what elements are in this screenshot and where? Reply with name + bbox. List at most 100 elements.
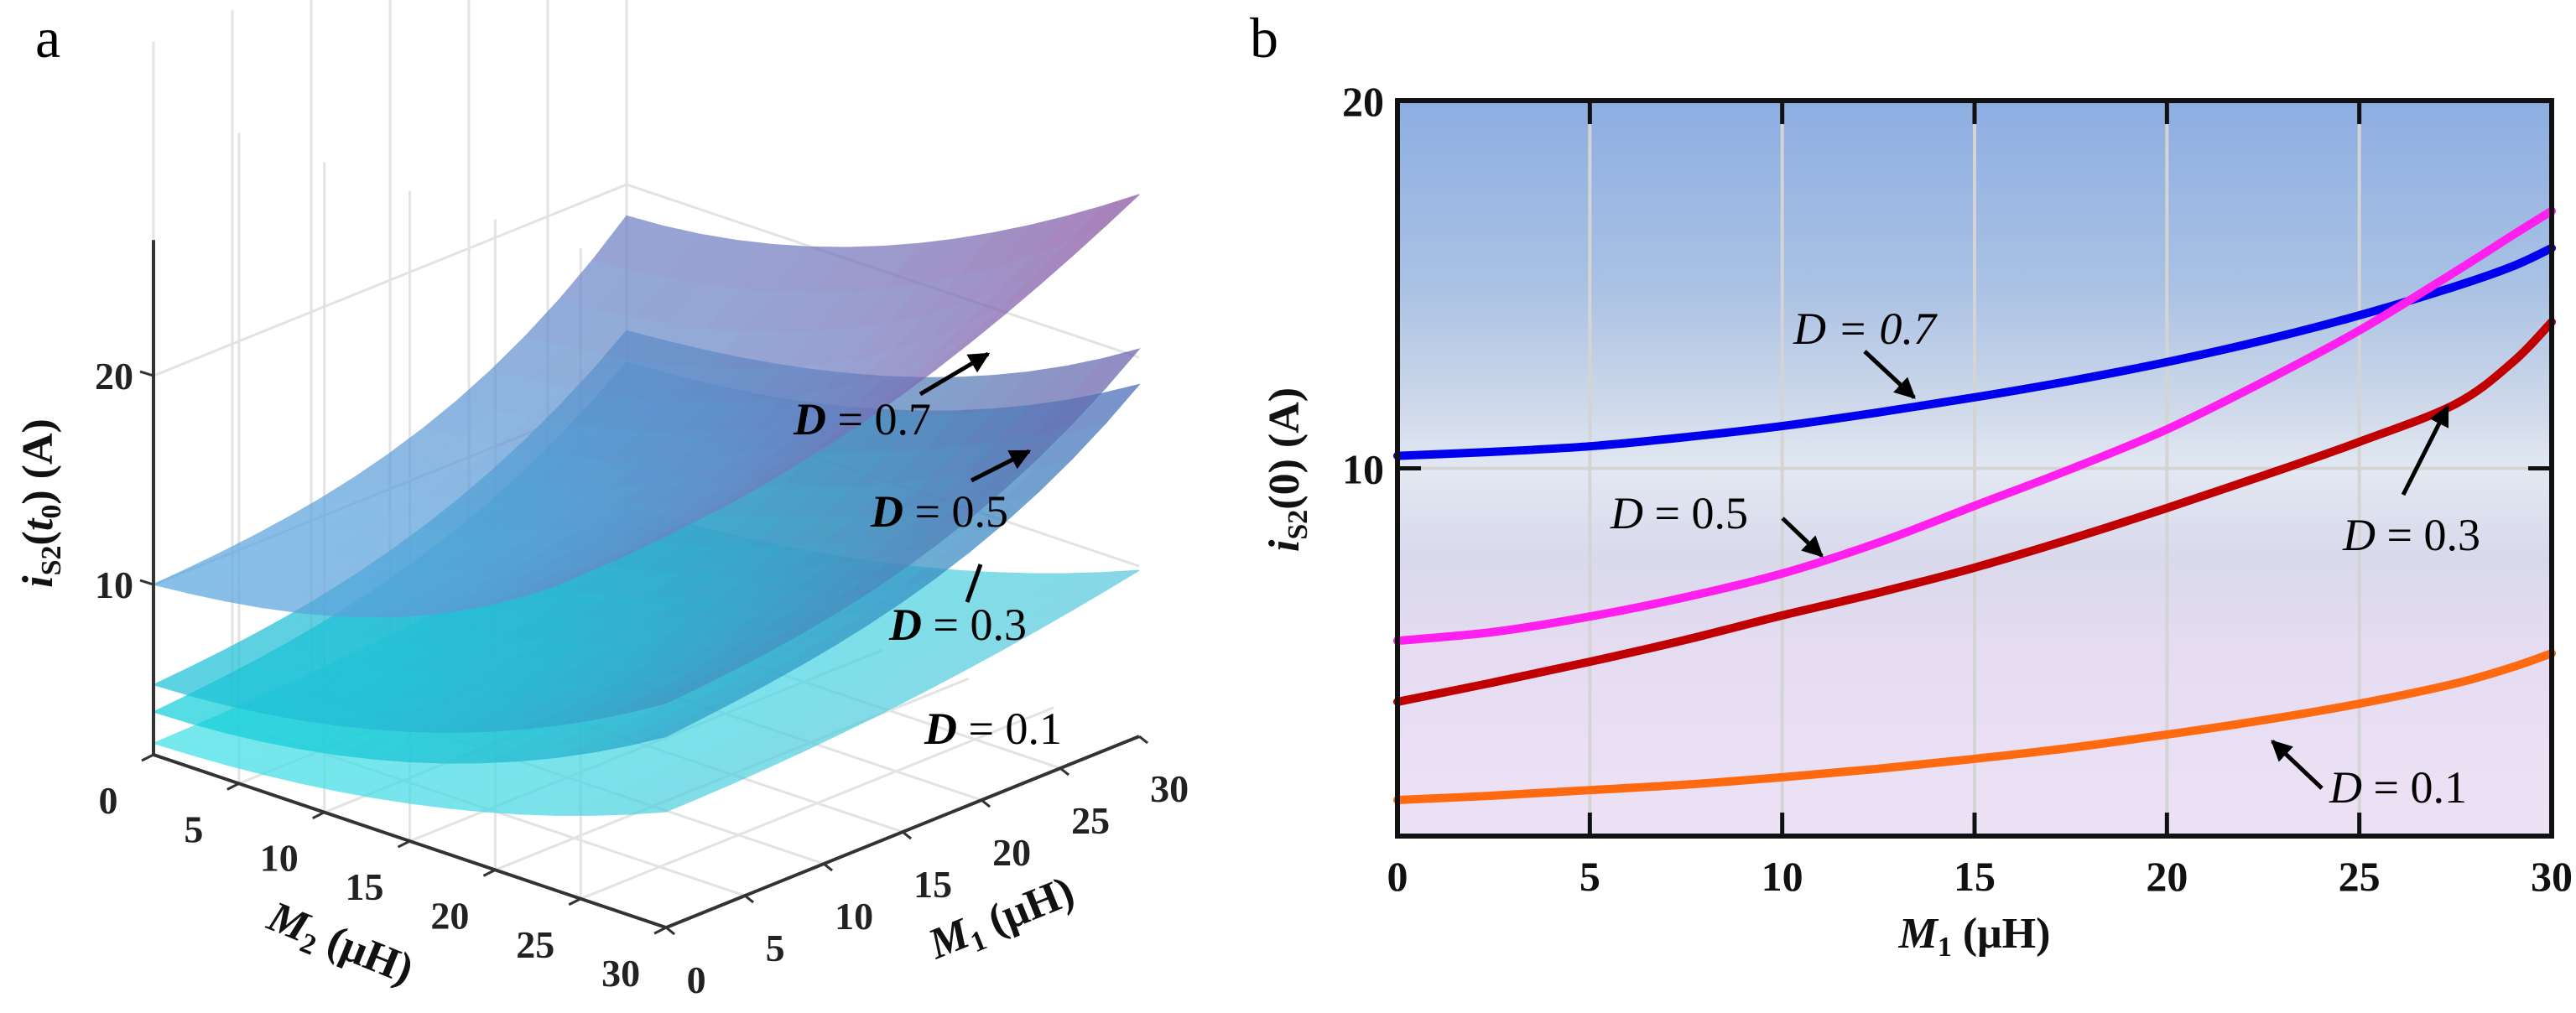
- arrow-icon: [970, 449, 1032, 483]
- annotation-value: = 0.5: [903, 486, 1008, 537]
- m2-tick-mark: [312, 811, 325, 820]
- arrow-icon: [919, 351, 991, 397]
- annotation-variable: D: [1610, 488, 1643, 538]
- arrow-icon: [1863, 350, 1916, 399]
- arrow-icon: [2401, 404, 2450, 496]
- annotation-label: D = 0.5: [1610, 488, 1748, 538]
- m2-tick-mark: [141, 753, 154, 762]
- x-tick-label: 0: [1387, 853, 1408, 900]
- panel-a-surfaces: [152, 194, 1141, 816]
- x-tick-label: 5: [1579, 853, 1600, 900]
- panel-b-annotation-d05: D = 0.5: [1610, 488, 1824, 558]
- m1-tick-label: 0: [687, 958, 706, 1001]
- m2-tick-mark: [226, 782, 240, 791]
- y-tick-label: 20: [1342, 78, 1384, 125]
- leader-line: [965, 564, 983, 603]
- panel-a-annotation-d01: D = 0.1: [924, 704, 1062, 754]
- m2-tick-label: 0: [99, 779, 118, 822]
- annotation-variable: D: [793, 394, 826, 444]
- m2-tick-label: 10: [260, 837, 299, 880]
- panel-b-gridlines: [1397, 101, 2552, 836]
- m1-tick-mark: [665, 926, 676, 936]
- panel-a-label: a: [35, 6, 60, 70]
- panel-a-annotation-d05: D = 0.5: [870, 449, 1032, 537]
- panel-a-annotation-d07: D = 0.7: [793, 351, 991, 444]
- annotation-variable: D: [2329, 762, 2362, 813]
- m1-tick-mark: [902, 830, 913, 840]
- panel-b-tick-labels: 0 5 10 15 20 25 30 10 20: [1342, 78, 2573, 900]
- m2-tick-label: 25: [516, 923, 554, 966]
- annotation-value: = 0.7: [826, 394, 931, 444]
- annotation-value: = 0.5: [1643, 488, 1748, 538]
- m2-tick-mark: [482, 869, 497, 877]
- annotation-label: D = 0.1: [924, 704, 1062, 754]
- x-tick-label: 20: [2146, 853, 2188, 900]
- annotation-value: = 0.3: [922, 600, 1027, 650]
- annotation-label: D = 0.7: [1793, 304, 1938, 354]
- m1-tick-label: 5: [766, 927, 785, 969]
- panel-a-z-axis-title: iS2(t0) (A): [14, 418, 67, 588]
- panel-b-x-axis-title: M1 (μH): [1898, 910, 2051, 963]
- annotation-variable: D: [1793, 304, 1826, 354]
- panel-a-m2-axis-title: M2 (μH): [259, 892, 420, 999]
- m1-tick-label: 20: [992, 831, 1031, 874]
- m2-tick-mark: [568, 897, 581, 907]
- m1-tick-mark: [1138, 735, 1149, 745]
- annotation-value: = 0.1: [957, 704, 1062, 754]
- annotation-value: = 0.3: [2376, 510, 2480, 560]
- annotation-value: = 0.7: [1826, 304, 1938, 354]
- panel-b-y-axis-title: iS2(0) (A): [1261, 387, 1314, 552]
- m1-tick-mark: [1059, 766, 1070, 777]
- x-tick-label: 30: [2531, 853, 2573, 900]
- panel-a-3d-chart: 10 20 0 5 10 15 20 25 30 0 5 10 15 20 25 30 iS2(t0) (A)…: [14, 0, 1189, 1001]
- m2-tick-label: 20: [430, 894, 469, 937]
- annotation-value: = 0.1: [2362, 762, 2467, 813]
- arrow-icon: [2271, 740, 2324, 790]
- m1-tick-mark: [823, 862, 834, 872]
- panel-b-annotation-d03: D = 0.3: [2342, 404, 2480, 560]
- annotation-label: D = 0.3: [888, 600, 1027, 650]
- m2-tick-label: 5: [184, 808, 203, 850]
- floor-gridline: [580, 706, 1054, 901]
- annotation-label: D = 0.5: [870, 486, 1008, 537]
- x-tick-label: 25: [2339, 853, 2381, 900]
- m2-tick-mark: [397, 839, 411, 849]
- annotation-variable: D: [888, 600, 922, 650]
- panel-b-annotation-d01: D = 0.1: [2271, 740, 2467, 813]
- m1-tick-label: 25: [1071, 799, 1110, 842]
- annotation-variable: D: [870, 486, 903, 537]
- annotation-label: D = 0.7: [793, 394, 931, 444]
- m2-tick-label: 30: [601, 952, 640, 995]
- m2-tick-mark: [653, 926, 667, 935]
- panel-b-tick-marks: [1397, 101, 2552, 836]
- annotation-variable: D: [924, 704, 957, 754]
- m1-tick-mark: [744, 894, 755, 904]
- annotation-label: D = 0.3: [2342, 510, 2480, 560]
- z-tick-label: 20: [95, 355, 133, 397]
- z-tick-mark: [139, 579, 154, 586]
- m1-tick-mark: [981, 798, 991, 808]
- surface-07: [152, 194, 1140, 618]
- panel-b-label: b: [1250, 6, 1278, 70]
- panel-b-series: [1393, 206, 2556, 805]
- panel-a-tick-labels: 10 20 0 5 10 15 20 25 30 0 5 10 15 20 25 30: [95, 355, 1189, 1001]
- z-tick-mark: [139, 370, 154, 377]
- m1-tick-label: 10: [835, 895, 873, 938]
- annotation-variable: D: [2342, 510, 2376, 560]
- series-line-05: [1393, 206, 2556, 646]
- panel-b-annotation-d07: D = 0.7: [1793, 304, 1938, 399]
- series-line-03: [1393, 317, 2556, 706]
- surface-patch: [591, 215, 664, 270]
- back-wall-gridline: [153, 183, 627, 377]
- m2-tick-label: 15: [346, 865, 384, 908]
- y-tick-label: 10: [1342, 446, 1384, 493]
- series-line-01: [1393, 649, 2556, 805]
- z-tick-label: 10: [95, 564, 133, 606]
- x-tick-label: 15: [1954, 853, 1996, 900]
- x-tick-label: 10: [1762, 853, 1803, 900]
- m1-tick-label: 30: [1150, 767, 1189, 810]
- panel-a-annotation-d03: D = 0.3: [888, 564, 1027, 650]
- m1-tick-label: 15: [913, 863, 952, 906]
- arrow-icon: [1781, 517, 1824, 558]
